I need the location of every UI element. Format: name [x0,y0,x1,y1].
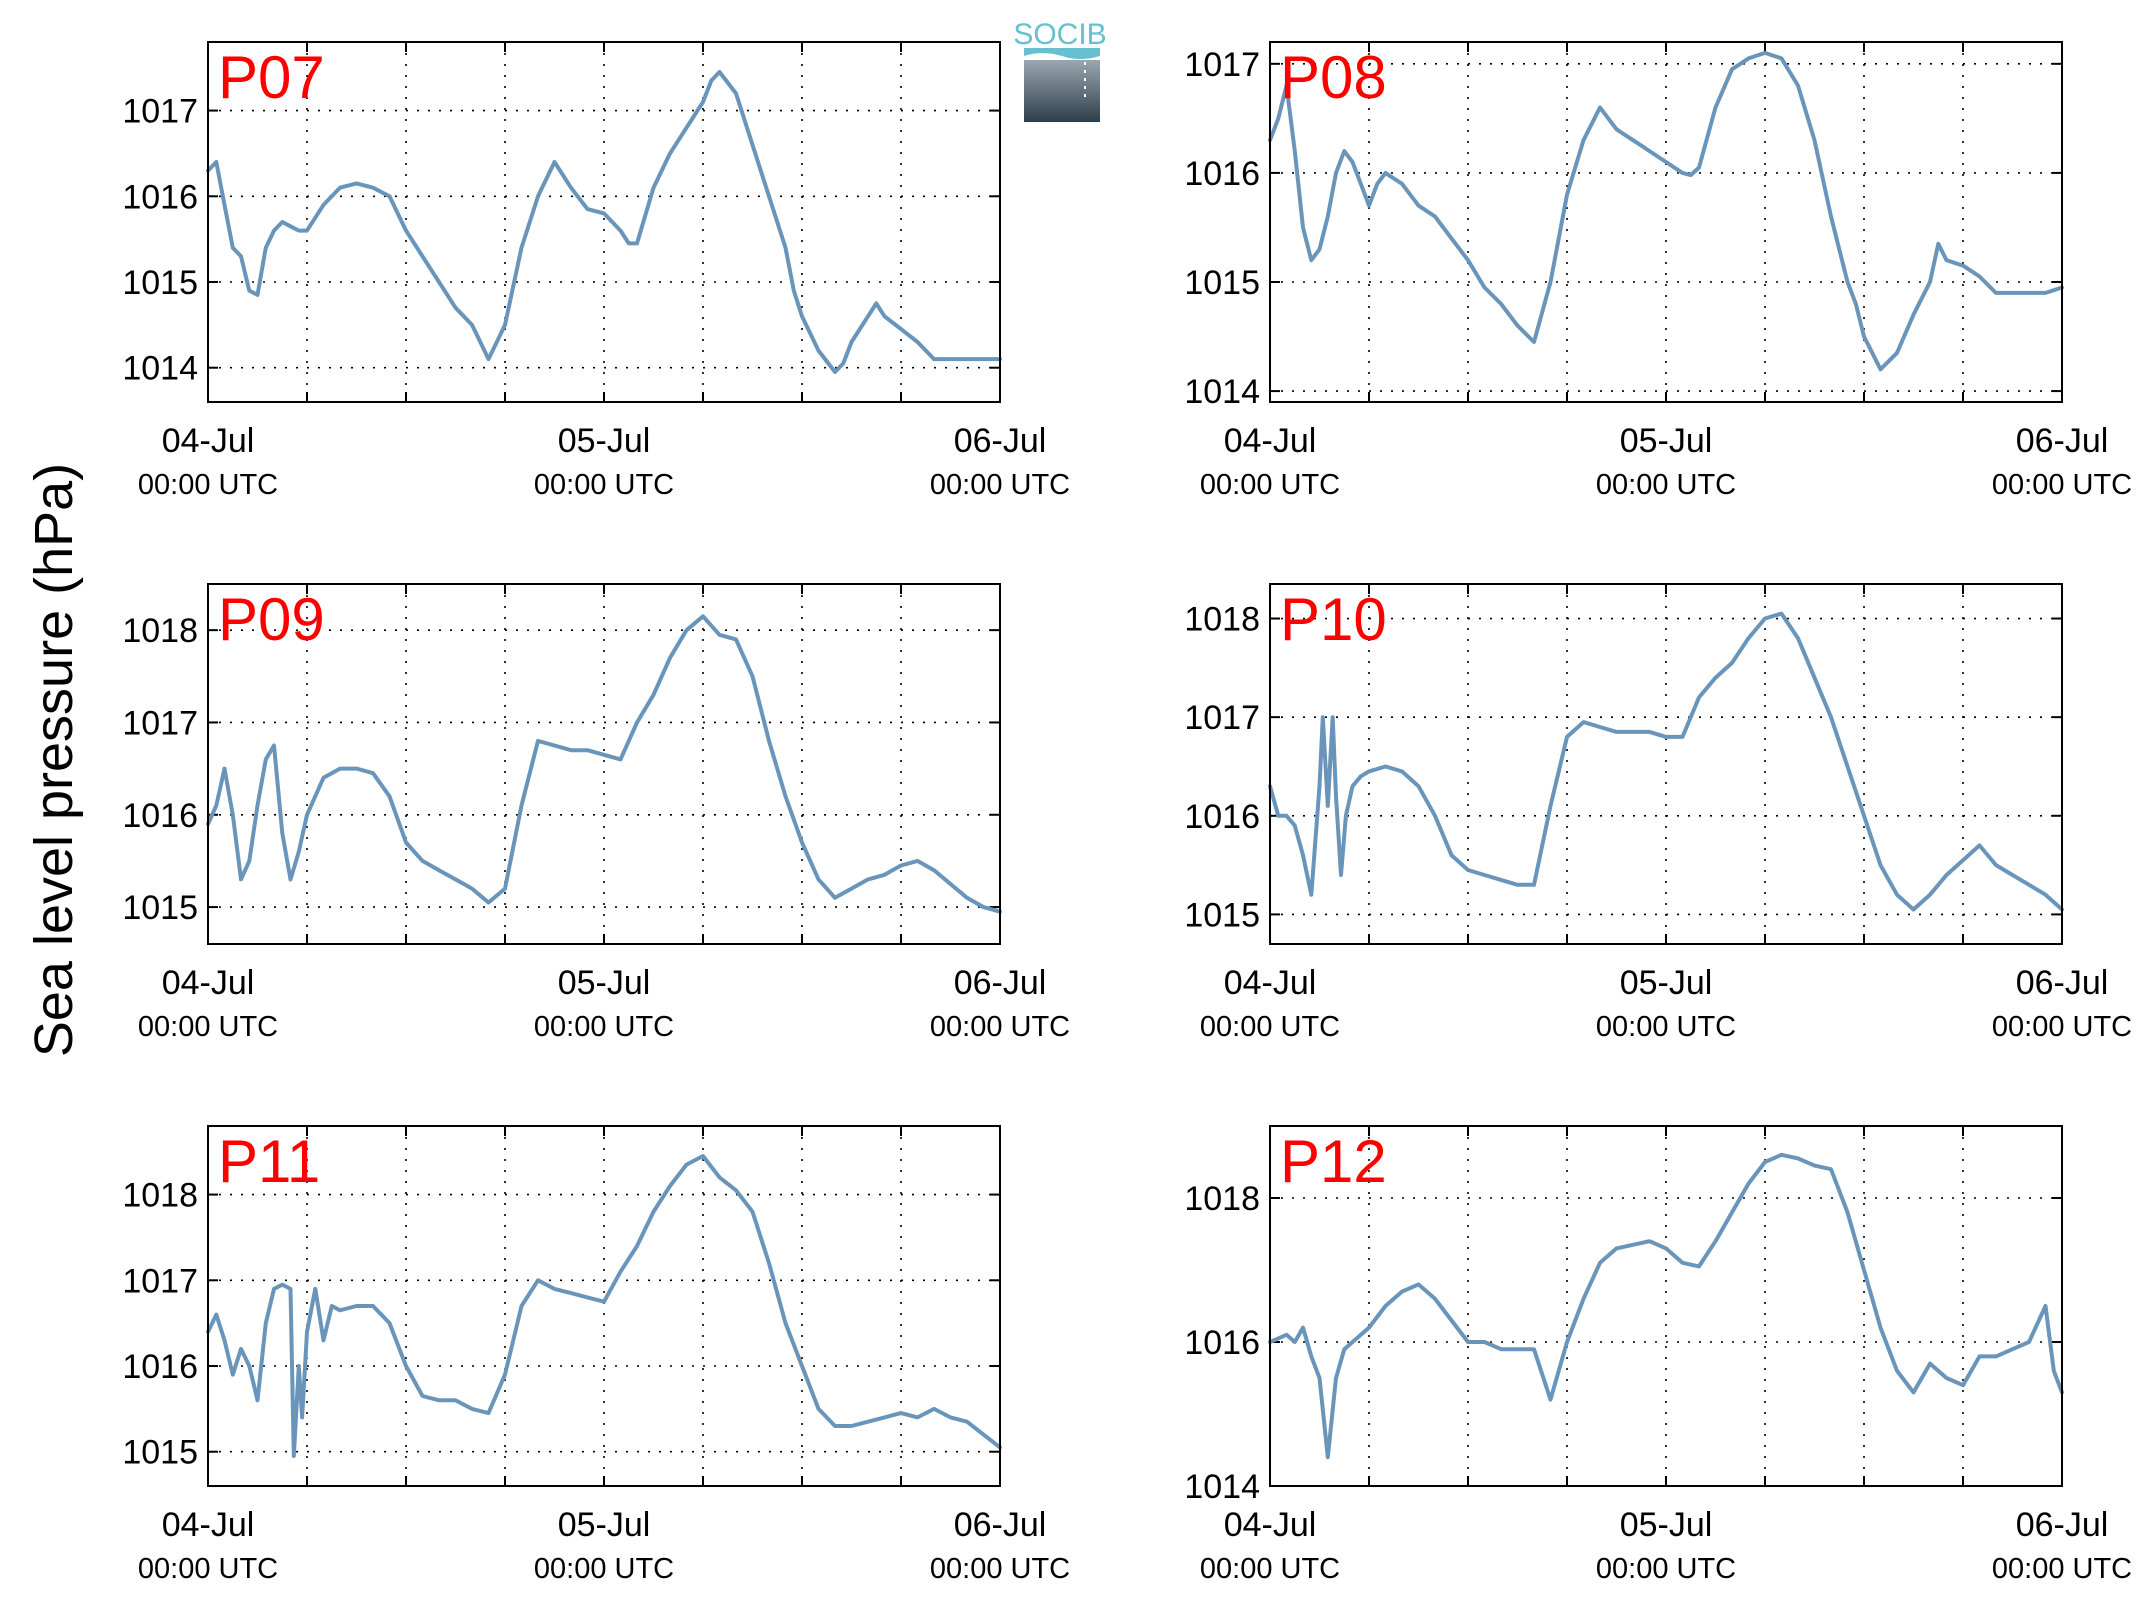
x-tick-sublabel: 00:00 UTC [534,469,674,501]
x-tick-sublabel: 00:00 UTC [930,469,1070,501]
plot-frame [207,1125,1001,1487]
chart-panel-p09: 1015 1016 1017 1018 04-Jul 00:00 UTC 05-Jul 00:… [122,583,1070,1043]
panel-title: P11 [218,1128,320,1195]
plot-frame [1269,583,2063,945]
x-tick-label: 05-Jul [558,422,651,460]
y-tick-label: 1014 [122,350,198,388]
plot-area [208,42,1000,402]
x-tick-sublabel: 00:00 UTC [534,1553,674,1585]
chart-panel-p11: 1015 1016 1017 1018 04-Jul 00:00 UTC 05-Jul 00:… [122,1125,1070,1585]
y-tick-label: 1016 [1184,798,1260,836]
series-line [206,70,1002,374]
x-tick-label: 05-Jul [1620,422,1713,460]
y-tick-label: 1017 [1184,699,1260,737]
x-tick-sublabel: 00:00 UTC [138,1553,278,1585]
y-tick-label: 1015 [1184,896,1260,934]
y-tick-label: 1018 [1184,1180,1260,1218]
x-tick-sublabel: 00:00 UTC [930,1011,1070,1043]
y-tick-label: 1017 [122,704,198,742]
x-tick-label: 04-Jul [162,1506,255,1544]
chart-panel-p12: 1014 1016 1018 04-Jul 00:00 UTC 05-Jul 00:00 U… [1184,1125,2132,1585]
x-tick-label: 06-Jul [2016,422,2109,460]
chart-panel-p08: 1014 1015 1016 1017 04-Jul 00:00 UTC 05-Jul 00:… [1184,41,2132,501]
x-tick-label: 06-Jul [954,422,1047,460]
panel-title: P10 [1280,586,1387,653]
x-tick-label: 06-Jul [954,964,1047,1002]
x-tick-sublabel: 00:00 UTC [1992,1011,2132,1043]
y-tick-label: 1015 [1184,264,1260,302]
logo-wave [1024,48,1100,59]
x-tick-label: 04-Jul [1224,964,1317,1002]
x-tick-sublabel: 00:00 UTC [1596,469,1736,501]
socib-logo: SOCIB [1013,18,1107,122]
y-tick-label: 1015 [122,889,198,927]
x-tick-sublabel: 00:00 UTC [1992,1553,2132,1585]
plot-frame [207,41,1001,403]
y-axis-label: Sea level pressure (hPa) [24,463,84,1057]
x-tick-sublabel: 00:00 UTC [534,1011,674,1043]
plot-area [1270,584,2062,944]
x-tick-label: 04-Jul [162,422,255,460]
x-tick-label: 06-Jul [954,1506,1047,1544]
logo-block [1024,60,1100,122]
y-tick-label: 1016 [1184,155,1260,193]
y-tick-label: 1016 [122,797,198,835]
plot-frame [1269,41,2063,403]
x-tick-label: 04-Jul [1224,422,1317,460]
plot-area [208,584,1000,944]
y-tick-label: 1015 [122,1434,198,1472]
panel-title: P12 [1280,1128,1387,1195]
y-tick-label: 1017 [1184,46,1260,84]
x-tick-sublabel: 00:00 UTC [930,1553,1070,1585]
y-tick-label: 1018 [1184,601,1260,639]
y-tick-label: 1016 [1184,1324,1260,1362]
x-tick-label: 04-Jul [1224,1506,1317,1544]
x-tick-label: 05-Jul [558,1506,651,1544]
x-tick-label: 05-Jul [558,964,651,1002]
x-tick-sublabel: 00:00 UTC [1992,469,2132,501]
panel-title: P07 [218,44,325,111]
panel-title: P08 [1280,44,1387,111]
chart-panel-p10: 1015 1016 1017 1018 04-Jul 00:00 UTC 05-Jul 00:… [1184,583,2132,1043]
x-tick-label: 06-Jul [2016,964,2109,1002]
x-tick-sublabel: 00:00 UTC [1200,1011,1340,1043]
chart-panel-p07: 1014 1015 1016 1017 04-Jul 00:00 UTC 05-Jul 00:… [122,41,1070,501]
x-tick-sublabel: 00:00 UTC [138,469,278,501]
x-tick-sublabel: 00:00 UTC [1200,469,1340,501]
x-tick-sublabel: 00:00 UTC [1596,1011,1736,1043]
series-line [1268,1152,2064,1460]
x-tick-label: 05-Jul [1620,1506,1713,1544]
y-tick-label: 1017 [122,1262,198,1300]
y-tick-label: 1018 [122,612,198,650]
series-line [206,614,1002,914]
x-tick-label: 06-Jul [2016,1506,2109,1544]
x-tick-sublabel: 00:00 UTC [1200,1553,1340,1585]
panel-title: P09 [218,586,325,653]
series-line [206,1154,1002,1458]
y-tick-label: 1016 [122,178,198,216]
y-tick-label: 1014 [1184,1468,1260,1506]
y-tick-label: 1017 [122,93,198,131]
y-tick-label: 1016 [122,1348,198,1386]
plot-area [1270,42,2062,402]
x-tick-sublabel: 00:00 UTC [1596,1553,1736,1585]
plot-area [208,1126,1000,1486]
y-tick-label: 1015 [122,264,198,302]
series-line [1268,50,2064,372]
plot-area [1270,1126,2062,1486]
plot-frame [207,583,1001,945]
socib-logo-text: SOCIB [1013,18,1106,51]
x-tick-label: 04-Jul [162,964,255,1002]
plot-frame [1269,1125,2063,1487]
series-line [1268,611,2064,912]
x-tick-label: 05-Jul [1620,964,1713,1002]
y-tick-label: 1018 [122,1177,198,1215]
x-tick-sublabel: 00:00 UTC [138,1011,278,1043]
y-tick-label: 1014 [1184,373,1260,411]
